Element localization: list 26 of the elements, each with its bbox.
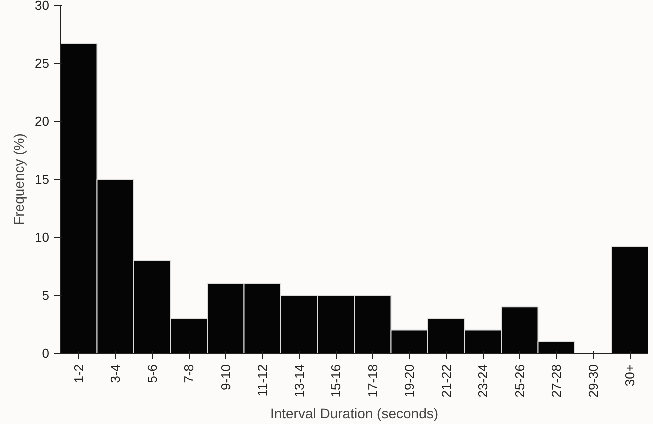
x-tick-label: 5-6 xyxy=(144,364,160,384)
x-tick-label: 3-4 xyxy=(108,364,124,384)
x-tick-label: 19-20 xyxy=(402,364,418,398)
y-axis-title: Frequency (%) xyxy=(11,134,28,226)
x-tick-label: 17-18 xyxy=(365,364,380,398)
x-tick-label: 13-14 xyxy=(292,364,307,398)
y-tick-label: 0 xyxy=(42,346,50,361)
y-tick-label: 25 xyxy=(35,56,50,71)
x-tick-label: 25-26 xyxy=(512,364,528,398)
x-tick-label: 23-24 xyxy=(476,364,491,398)
y-tick-label: 15 xyxy=(35,172,50,187)
x-tick-label: 1-2 xyxy=(71,364,86,384)
y-tick-label: 30 xyxy=(35,0,50,13)
x-tick-label: 21-22 xyxy=(438,364,454,398)
y-tick-label: 20 xyxy=(35,114,50,129)
y-tick-label: 5 xyxy=(42,288,50,303)
x-tick-label: 7-8 xyxy=(182,364,197,384)
x-tick-label: 15-16 xyxy=(328,364,344,398)
bar xyxy=(611,246,648,354)
x-tick-label: 9-10 xyxy=(218,364,234,391)
x-tick-label: 30+ xyxy=(622,364,638,387)
x-axis-title: Interval Duration (seconds) xyxy=(270,406,439,422)
x-tick-label: 11-12 xyxy=(255,364,270,397)
y-tick-label: 10 xyxy=(35,230,50,245)
x-tick-label: 27-28 xyxy=(549,364,564,398)
x-tick-label: 29-30 xyxy=(586,364,601,398)
